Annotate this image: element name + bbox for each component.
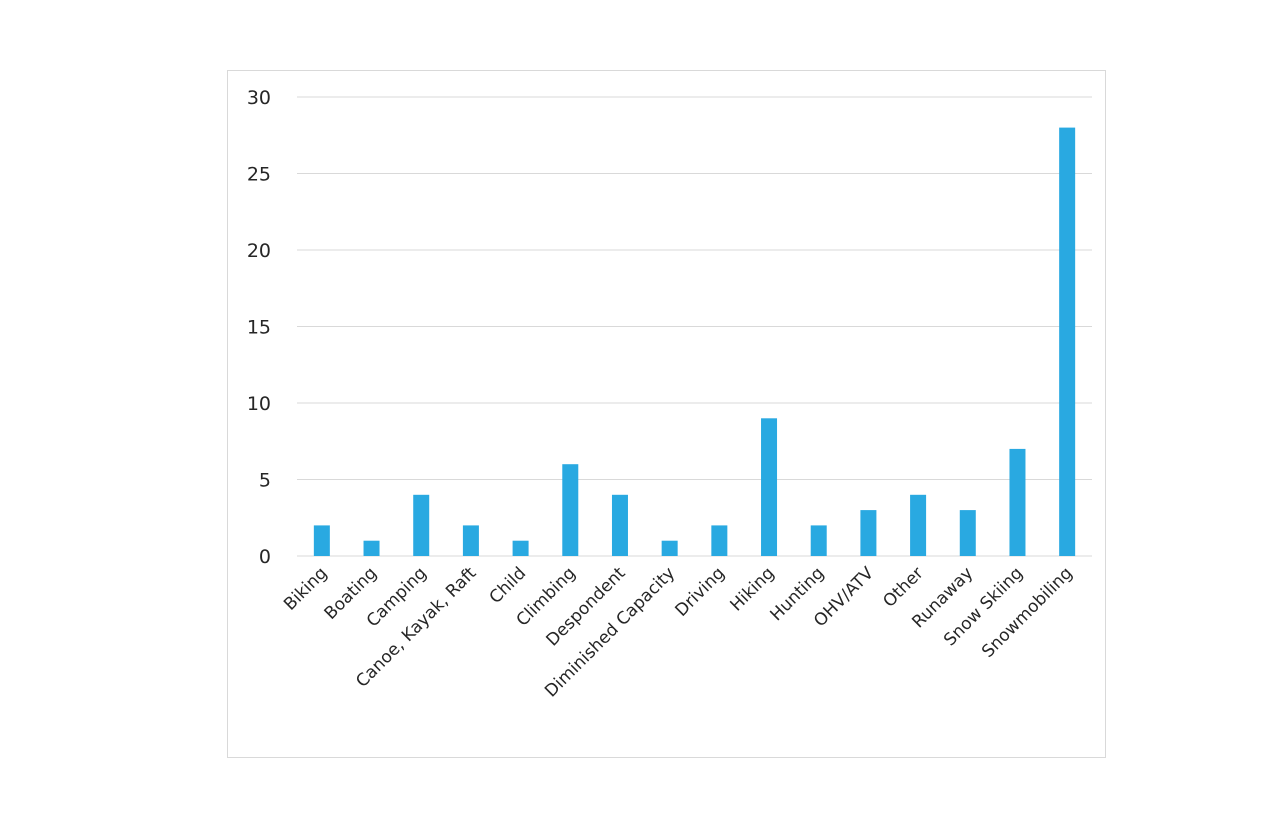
x-category-label: Driving <box>671 563 728 620</box>
y-tick-label: 20 <box>247 240 271 262</box>
bar <box>413 494 430 556</box>
bar <box>1059 127 1076 556</box>
y-tick-label: 5 <box>259 470 271 492</box>
x-category-label: Other <box>879 563 927 611</box>
x-category-label: Snowmobiling <box>978 563 1077 662</box>
x-category-label: Child <box>486 563 530 607</box>
y-tick-label: 25 <box>247 164 271 186</box>
y-axis-tick-labels: 0 5 10 15 20 25 30 <box>247 87 271 568</box>
chart-frame: 0 5 10 15 20 25 30 Biking Boating Camping Canoe, … <box>227 70 1106 758</box>
bar-chart: 0 5 10 15 20 25 30 BikingBoatingCampingCanoe, … <box>247 87 1092 701</box>
y-tick-label: 0 <box>259 546 271 568</box>
bar <box>910 494 927 556</box>
bar <box>711 525 728 556</box>
bar <box>860 510 877 556</box>
y-tick-label: 15 <box>247 317 271 339</box>
bar <box>810 525 827 556</box>
bars <box>313 127 1076 556</box>
bar <box>562 464 579 556</box>
bar <box>611 494 628 556</box>
bar <box>959 510 976 556</box>
bar <box>661 540 678 556</box>
gridlines <box>297 96 1092 557</box>
bar <box>1009 448 1026 556</box>
y-tick-label: 10 <box>247 393 271 415</box>
y-tick-label: 30 <box>247 87 271 109</box>
bar <box>363 540 380 556</box>
bar <box>462 525 479 556</box>
bar <box>512 540 529 556</box>
bar <box>313 525 330 556</box>
bar <box>761 418 778 556</box>
